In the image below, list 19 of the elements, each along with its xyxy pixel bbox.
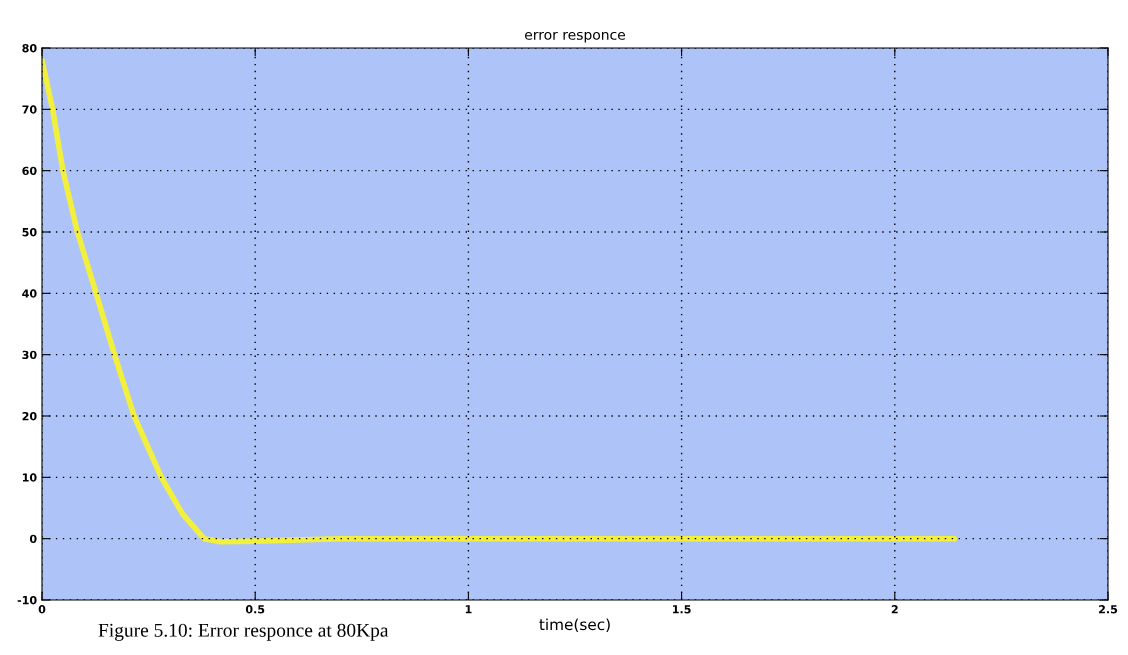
y-tick-label: 30 xyxy=(22,350,37,360)
x-tick-label: 2.5 xyxy=(1099,605,1118,614)
y-tick-label: 70 xyxy=(22,105,37,114)
y-tick-label: 0 xyxy=(29,534,37,544)
y-tick-label: 40 xyxy=(22,289,37,298)
x-tick-label: 0.5 xyxy=(245,605,265,614)
y-tick-label: 80 xyxy=(22,43,37,53)
caption: Figure 5.10: Error responce at 80Kpa xyxy=(98,623,389,641)
y-tick-label: 10 xyxy=(22,473,37,482)
y-tick-label: 20 xyxy=(22,411,37,421)
x-tick-label: 2 xyxy=(891,605,898,614)
x-tick-label: 1.5 xyxy=(673,605,691,614)
y-tick-label: 50 xyxy=(22,227,37,237)
x-axis-title: time(sec) xyxy=(539,618,610,633)
y-tick-label: 60 xyxy=(22,166,37,176)
chart-title: error responce xyxy=(525,31,626,43)
x-tick-label: 1 xyxy=(465,605,472,614)
x-tick-label: 0 xyxy=(38,605,46,614)
y-tick-label: -10 xyxy=(17,595,37,605)
